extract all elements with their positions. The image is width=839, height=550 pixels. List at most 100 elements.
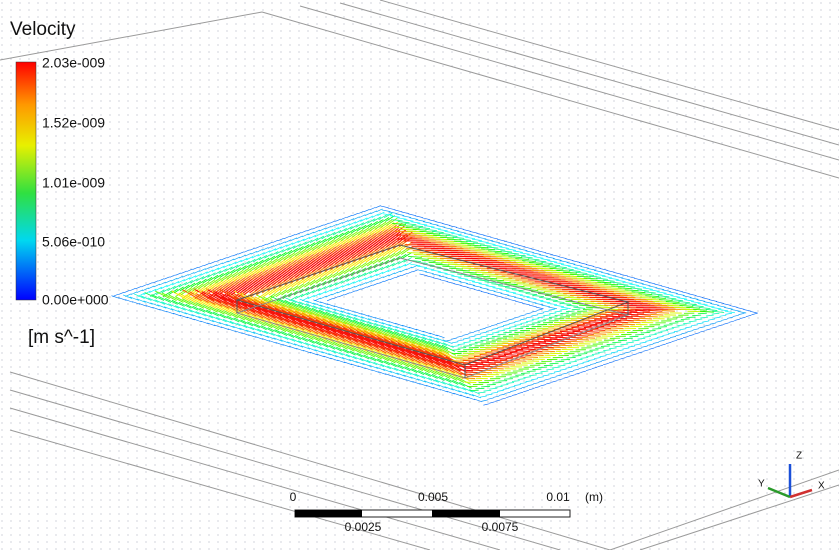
vector [502,343,515,344]
vector [531,334,544,335]
vector [590,350,599,351]
triad-label: X [818,481,825,492]
vector [470,390,479,391]
vector [669,323,678,324]
vector [496,366,509,367]
vector [502,364,515,365]
vector [525,357,538,358]
scale-label: 0 [290,490,297,504]
vector [532,369,541,370]
scale-label: 0.0075 [482,520,519,534]
vector [525,336,538,337]
legend-tick: 2.03e-009 [42,55,105,71]
vector [550,363,559,364]
vector [577,318,590,319]
vector [480,351,493,352]
vector [584,352,593,353]
vector [698,313,707,314]
vector [658,327,667,328]
vector [692,315,701,316]
vector [650,314,663,315]
scale-label: 0.005 [418,490,448,504]
vector [513,361,526,362]
vector [576,339,589,340]
vector [463,357,476,358]
vector [521,373,530,374]
vector [570,341,583,342]
vector [595,348,604,349]
scale-unit: (m) [585,490,603,504]
vector [508,363,521,364]
vector [561,359,570,360]
vector [487,384,496,385]
vector [681,319,690,320]
vector [607,344,616,345]
legend-unit: [m s^-1] [28,327,95,348]
vector [508,341,521,342]
vector [542,330,555,331]
scale-segment [432,510,500,517]
color-bar [16,62,36,300]
vector [514,339,527,340]
vector [538,367,547,368]
vector [519,359,532,360]
vector [542,351,555,352]
vector [639,318,652,319]
viewport: Velocity 2.03e-009 1.52e-009 1.01e-009 5… [0,0,839,550]
vector [605,330,618,331]
vector [610,328,623,329]
legend-tick: 1.01e-009 [42,175,105,191]
vector [635,334,644,335]
vector [491,347,504,348]
vector [520,338,533,339]
vector [531,355,544,356]
vector [451,361,464,362]
scale-label: 0.01 [546,490,570,504]
legend-tick: 1.52e-009 [42,115,105,131]
vector [493,383,502,384]
vector [662,311,675,312]
vector [588,336,601,337]
vector [645,316,658,317]
vector [504,379,513,380]
vector [481,386,490,387]
vector [641,332,650,333]
legend-tick: 5.06e-010 [42,234,105,250]
vector [593,334,606,335]
vector [687,317,696,318]
scale-segment [295,510,362,517]
vector [572,356,581,357]
vector [628,322,641,323]
vector [544,365,553,366]
vector [567,357,576,358]
vector [498,381,507,382]
vector [555,361,564,362]
legend-tick: 0.00e+000 [42,292,109,308]
vector [652,329,661,330]
vector [599,332,612,333]
vector [578,354,587,355]
vector [624,338,633,339]
vector [582,338,595,339]
vector [633,320,646,321]
vector [468,355,481,356]
vector [629,336,638,337]
vector [510,377,519,378]
vector [485,349,498,350]
triad-label: Z [796,451,802,462]
vector [527,371,536,372]
vector [565,343,578,344]
vector [485,370,498,371]
scale-label: 0.0025 [345,520,382,534]
vector [553,347,566,348]
vector [647,331,656,332]
vector [548,349,561,350]
vector [675,321,684,322]
vector [497,345,510,346]
vector [537,332,550,333]
vector [622,324,635,325]
vector [559,345,572,346]
vector [457,359,470,360]
vector [536,353,549,354]
vector [656,312,669,313]
